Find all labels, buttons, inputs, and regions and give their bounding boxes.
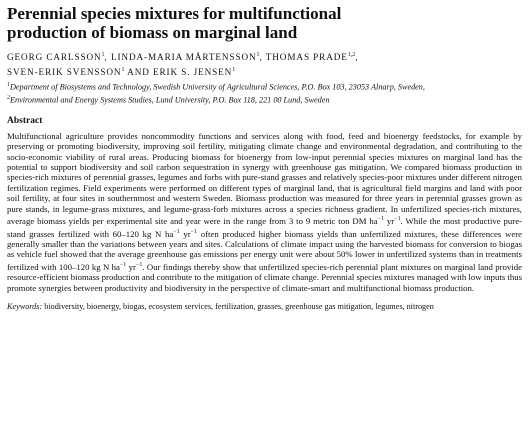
keywords-label: Keywords: bbox=[7, 302, 43, 312]
author-affil-mark: 1 bbox=[101, 52, 105, 58]
author-carlsson: Georg Carlsson bbox=[7, 52, 102, 63]
author-affil-mark: 1 bbox=[121, 67, 125, 74]
author-svensson: Sven-Erik Svensson bbox=[7, 67, 122, 78]
affiliation-1: 1Department of Biosystems and Technology… bbox=[7, 82, 425, 92]
keywords: Keywords: biodiversity, bioenergy, bioga… bbox=[7, 302, 522, 312]
author-martensson: , Linda-Maria Mårtensson bbox=[104, 52, 257, 63]
affiliation-2: 2Environmental and Energy Systems Studie… bbox=[7, 94, 330, 105]
author-prade: , Thomas Prade bbox=[259, 52, 348, 63]
title-line-1: Perennial species mixtures for multifunc… bbox=[7, 4, 342, 23]
affiliations: 1Department of Biosystems and Technology… bbox=[7, 80, 522, 105]
paper-title: Perennial species mixtures for multifunc… bbox=[7, 4, 522, 42]
abstract-heading: Abstract bbox=[7, 115, 43, 126]
author-affil-mark: 1,2 bbox=[347, 52, 356, 58]
keywords-list: biodiversity, bioenergy, biogas, ecosyst… bbox=[42, 302, 434, 312]
author-jensen: and Erik S. Jensen bbox=[124, 67, 233, 78]
author-affil-mark: 1 bbox=[256, 52, 260, 58]
abstract-text: Multifunctional agriculture provides non… bbox=[7, 130, 523, 293]
author-affil-mark: 1 bbox=[232, 67, 236, 74]
author-list: Georg Carlsson1, Linda-Maria Mårtensson1… bbox=[7, 52, 359, 78]
title-line-2: production of biomass on marginal land bbox=[7, 23, 298, 42]
